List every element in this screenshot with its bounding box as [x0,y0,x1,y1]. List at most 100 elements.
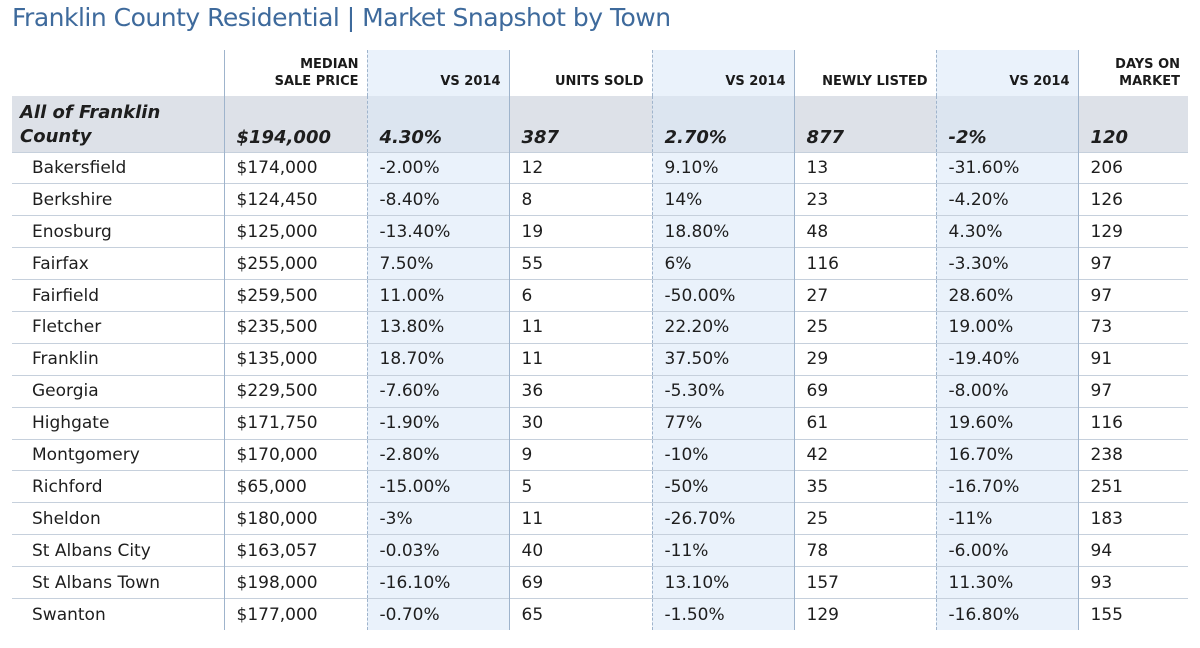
listed-vs-2014-cell: 11.30% [935,566,1078,599]
listed-vs-2014-cell: -3.30% [935,247,1078,280]
header-median-sale-price: MEDIAN SALE PRICE [223,50,367,96]
town-name: Fletcher [12,310,224,344]
newly-listed-cell: 13 [793,151,936,184]
table-row: Highgate $171,750 -1.90% 30 77% 61 19.60% 116 [12,406,1188,440]
units-sold-cell: 8 [508,183,652,216]
county-summary-row: All of Franklin County $194,000 4.30% 38… [12,96,1188,152]
median-sale-price-cell: $235,500 [223,310,367,344]
days-on-market-cell: 97 [1077,247,1188,280]
county-units-vs: 2.70% [651,96,794,152]
days-on-market-cell: 97 [1077,279,1188,312]
units-vs-2014-cell: 14% [651,183,794,216]
newly-listed-cell: 78 [793,534,936,567]
median-sale-price-cell: $174,000 [223,151,367,184]
listed-vs-2014-cell: 19.60% [935,406,1078,440]
town-name: Richford [12,470,224,503]
listed-vs-2014-cell: 4.30% [935,215,1078,248]
town-name: Bakersfield [12,151,224,184]
median-sale-price-cell: $255,000 [223,247,367,280]
county-price-vs: 4.30% [366,96,509,152]
units-sold-cell: 69 [508,566,652,599]
listed-vs-2014-cell: 19.00% [935,310,1078,344]
units-sold-cell: 40 [508,534,652,567]
listed-vs-2014-cell: -16.80% [935,597,1078,631]
units-sold-cell: 19 [508,215,652,248]
price-vs-2014-cell: 11.00% [366,279,509,312]
median-sale-price-cell: $135,000 [223,342,367,376]
table-row: Georgia $229,500 -7.60% 36 -5.30% 69 -8.00% 97 [12,374,1188,408]
median-sale-price-cell: $125,000 [223,215,367,248]
median-sale-price-cell: $177,000 [223,597,367,631]
units-sold-cell: 11 [508,342,652,376]
price-vs-2014-cell: 18.70% [366,342,509,376]
units-sold-cell: 11 [508,310,652,344]
days-on-market-cell: 116 [1077,406,1188,440]
county-days-on-market: 120 [1077,96,1188,152]
days-on-market-cell: 129 [1077,215,1188,248]
listed-vs-2014-cell: -19.40% [935,342,1078,376]
town-name: Enosburg [12,215,224,248]
days-on-market-cell: 91 [1077,342,1188,376]
listed-vs-2014-cell: -8.00% [935,374,1078,408]
units-vs-2014-cell: 18.80% [651,215,794,248]
units-sold-cell: 11 [508,502,652,535]
units-vs-2014-cell: -5.30% [651,374,794,408]
units-sold-cell: 6 [508,279,652,312]
days-on-market-cell: 94 [1077,534,1188,567]
listed-vs-2014-cell: -16.70% [935,470,1078,503]
header-row: MEDIAN SALE PRICE VS 2014 UNITS SOLD VS … [12,50,1188,96]
price-vs-2014-cell: -2.80% [366,438,509,471]
newly-listed-cell: 27 [793,279,936,312]
table-row: Franklin $135,000 18.70% 11 37.50% 29 -19.40% 9… [12,342,1188,376]
days-on-market-cell: 97 [1077,374,1188,408]
town-name: Fairfax [12,247,224,280]
listed-vs-2014-cell: 28.60% [935,279,1078,312]
price-vs-2014-cell: -3% [366,502,509,535]
header-units-sold: UNITS SOLD [508,50,652,96]
price-vs-2014-cell: -15.00% [366,470,509,503]
town-name: Fairfield [12,279,224,312]
newly-listed-cell: 129 [793,597,936,631]
median-sale-price-cell: $198,000 [223,566,367,599]
county-listed: 877 [793,96,936,152]
price-vs-2014-cell: -16.10% [366,566,509,599]
units-vs-2014-cell: 37.50% [651,342,794,376]
table-row: Swanton $177,000 -0.70% 65 -1.50% 129 -16.80% 1… [12,597,1188,631]
town-name: St Albans Town [12,566,224,599]
units-sold-cell: 5 [508,470,652,503]
town-name: Sheldon [12,502,224,535]
days-on-market-cell: 251 [1077,470,1188,503]
newly-listed-cell: 35 [793,470,936,503]
newly-listed-cell: 61 [793,406,936,440]
table-row: Fairfax $255,000 7.50% 55 6% 116 -3.30% 97 [12,247,1188,280]
days-on-market-cell: 238 [1077,438,1188,471]
median-sale-price-cell: $259,500 [223,279,367,312]
units-sold-cell: 55 [508,247,652,280]
units-vs-2014-cell: -1.50% [651,597,794,631]
page-title: Franklin County Residential | Market Sna… [12,3,671,32]
county-listed-vs: -2% [935,96,1078,152]
newly-listed-cell: 25 [793,502,936,535]
units-vs-2014-cell: 9.10% [651,151,794,184]
units-vs-2014-cell: -11% [651,534,794,567]
price-vs-2014-cell: -0.70% [366,597,509,631]
town-name: Swanton [12,597,224,631]
median-sale-price-cell: $65,000 [223,470,367,503]
town-name: Georgia [12,374,224,408]
listed-vs-2014-cell: 16.70% [935,438,1078,471]
table-row: Enosburg $125,000 -13.40% 19 18.80% 48 4.30% 12… [12,215,1188,248]
town-name: St Albans City [12,534,224,567]
newly-listed-cell: 116 [793,247,936,280]
median-sale-price-cell: $124,450 [223,183,367,216]
price-vs-2014-cell: 7.50% [366,247,509,280]
listed-vs-2014-cell: -6.00% [935,534,1078,567]
county-name: All of Franklin County [12,96,224,152]
units-sold-cell: 9 [508,438,652,471]
newly-listed-cell: 69 [793,374,936,408]
header-units-vs-2014: VS 2014 [651,50,794,96]
newly-listed-cell: 48 [793,215,936,248]
units-vs-2014-cell: -50.00% [651,279,794,312]
table-row: Bakersfield $174,000 -2.00% 12 9.10% 13 -31.60… [12,151,1188,184]
table-row: Sheldon $180,000 -3% 11 -26.70% 25 -11% 183 [12,502,1188,535]
days-on-market-cell: 183 [1077,502,1188,535]
